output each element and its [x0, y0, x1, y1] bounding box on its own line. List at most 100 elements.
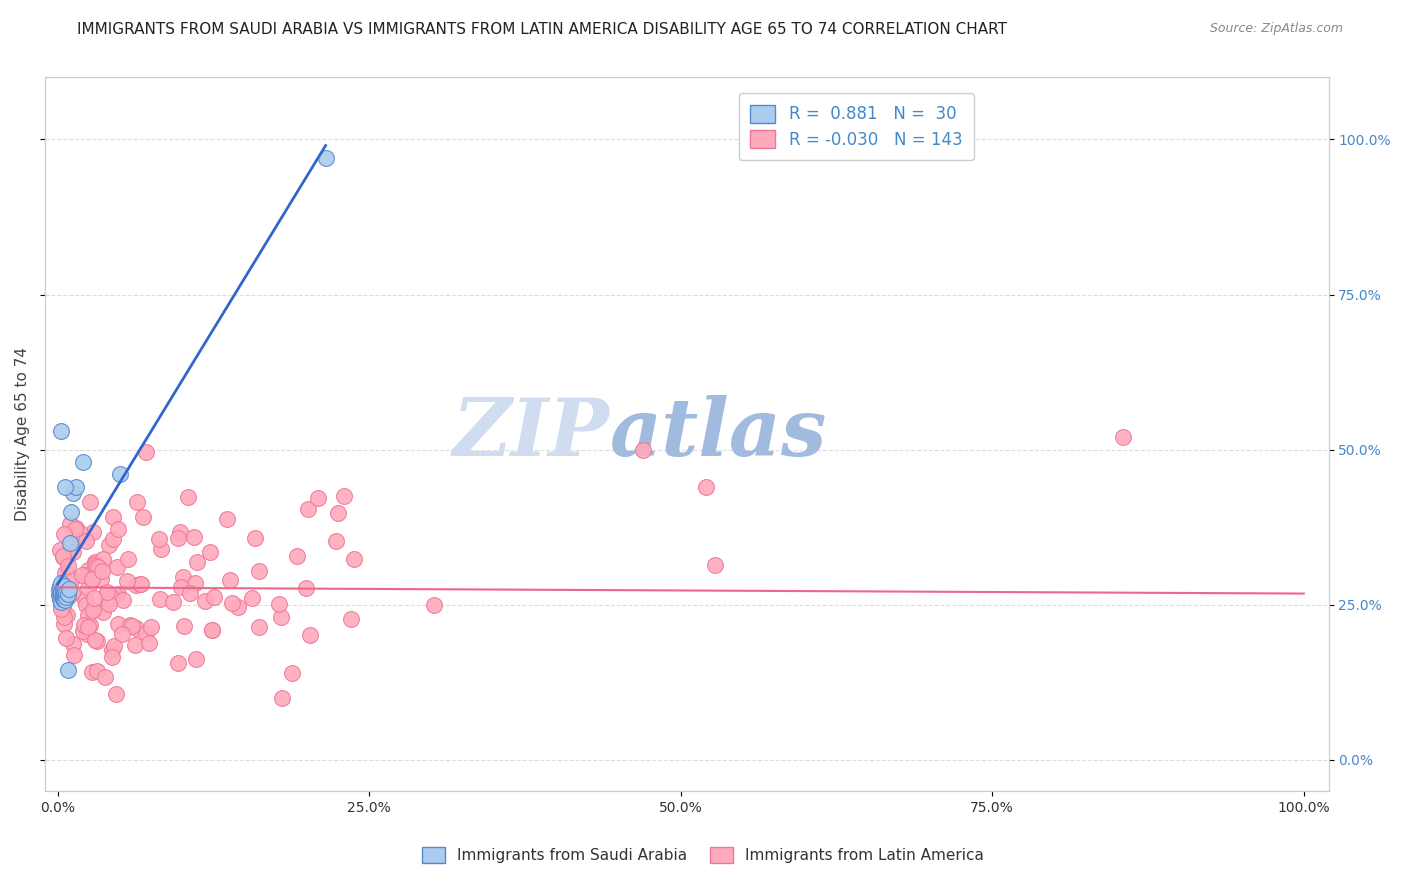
Text: Source: ZipAtlas.com: Source: ZipAtlas.com [1209, 22, 1343, 36]
Point [51, 599, 73, 613]
Point [84, 632, 107, 647]
Point [97, 538, 120, 552]
Point [202, 590, 225, 604]
Point [66, 533, 89, 547]
Point [138, 635, 160, 649]
Point [72, 624, 94, 638]
Point [186, 652, 208, 666]
Point [170, 580, 193, 594]
Point [86, 665, 108, 679]
Point [107, 522, 129, 536]
Legend: R =  0.881   N =  30, R = -0.030   N = 143: R = 0.881 N = 30, R = -0.030 N = 143 [738, 93, 974, 161]
Point [82, 665, 104, 679]
Point [105, 559, 128, 574]
Point [103, 639, 125, 653]
Point [299, 628, 322, 642]
Point [333, 489, 356, 503]
Point [96, 589, 118, 603]
Point [167, 656, 190, 670]
Point [77, 562, 100, 576]
Point [117, 552, 139, 566]
Point [52, 585, 75, 599]
Point [49, 592, 72, 607]
Point [60, 585, 83, 599]
Point [149, 592, 172, 607]
Point [52, 600, 75, 615]
Point [118, 618, 141, 632]
Point [148, 533, 170, 547]
Point [63, 522, 86, 536]
Point [52, 549, 75, 563]
Point [135, 444, 157, 458]
Point [219, 573, 242, 587]
Point [198, 545, 221, 559]
Point [70, 568, 93, 582]
Point [125, 494, 148, 508]
Point [325, 533, 347, 548]
Point [105, 687, 128, 701]
Point [179, 586, 201, 600]
Point [1112, 430, 1135, 444]
Point [60, 572, 83, 586]
Point [59, 535, 82, 549]
Point [101, 649, 124, 664]
Point [107, 587, 129, 601]
Point [49, 585, 72, 599]
Text: ZIP: ZIP [453, 395, 610, 473]
Point [343, 552, 366, 566]
Point [52, 547, 75, 561]
Point [94, 670, 117, 684]
Point [52, 584, 75, 599]
Point [98, 597, 121, 611]
Point [87, 560, 110, 574]
Point [194, 594, 217, 608]
Point [76, 567, 98, 582]
Point [169, 524, 191, 539]
Point [77, 620, 100, 634]
Point [56, 608, 79, 623]
Point [124, 638, 146, 652]
Point [79, 495, 101, 509]
Point [172, 570, 194, 584]
Point [240, 591, 263, 605]
Point [177, 490, 200, 504]
Point [186, 555, 208, 569]
Point [695, 480, 717, 494]
Point [76, 581, 98, 595]
Point [52, 610, 75, 624]
Point [315, 151, 337, 165]
Point [83, 591, 105, 605]
Point [125, 621, 148, 635]
Point [52, 579, 75, 593]
Point [247, 564, 270, 578]
Point [55, 631, 77, 645]
Point [101, 509, 124, 524]
Point [53, 480, 76, 494]
Text: atlas: atlas [610, 395, 827, 473]
Point [55, 585, 77, 599]
Point [326, 506, 349, 520]
Point [108, 467, 131, 482]
Point [86, 634, 108, 648]
Point [111, 627, 134, 641]
Legend: Immigrants from Saudi Arabia, Immigrants from Latin America: Immigrants from Saudi Arabia, Immigrants… [415, 839, 991, 871]
Point [112, 593, 135, 607]
Point [76, 608, 98, 623]
Point [247, 620, 270, 634]
Point [49, 591, 72, 606]
Point [53, 592, 76, 607]
Point [91, 564, 114, 578]
Point [243, 531, 266, 545]
Point [62, 545, 84, 559]
Point [51, 576, 73, 591]
Point [82, 525, 104, 540]
Point [80, 573, 103, 587]
Point [49, 542, 72, 557]
Point [281, 666, 304, 681]
Point [60, 505, 83, 519]
Point [162, 595, 184, 609]
Point [62, 638, 84, 652]
Point [101, 643, 124, 657]
Point [49, 579, 72, 593]
Point [84, 555, 107, 569]
